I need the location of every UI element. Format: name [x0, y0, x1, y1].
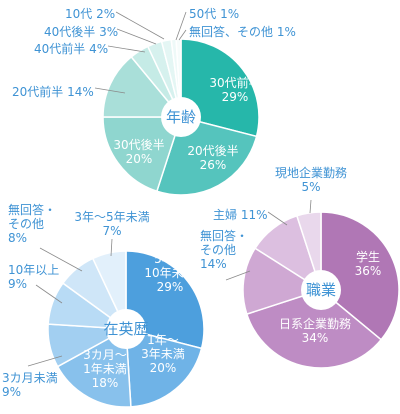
pie-slice-日系企業勤務	[245, 289, 383, 369]
data-label-5年-10年未満: 10年未満	[144, 266, 195, 280]
leader-line-無回答-その他	[39, 247, 83, 272]
leader-line-40代前半	[107, 45, 146, 53]
pie-center-hole	[161, 97, 201, 137]
data-label-3カ月未満: 9%	[2, 385, 21, 399]
pie-slice-現地企業勤務	[295, 211, 322, 291]
leader-line-40代後半	[116, 28, 157, 45]
pie-slice-無回答-その他	[242, 247, 323, 316]
data-label-学生: 36%	[355, 264, 382, 278]
chart-title: 職業	[306, 281, 336, 299]
leader-line-50代	[175, 11, 187, 41]
leader-line-20代前半	[94, 87, 126, 94]
data-label-3カ月-1年未満: 1年未満	[83, 362, 127, 376]
pie-slice-30代後半	[102, 116, 183, 193]
data-label-無回答-その他: その他	[8, 217, 44, 231]
data-label-20代前半: 20代前半 14%	[12, 84, 94, 99]
leader-line-10年以上	[35, 284, 63, 304]
leader-line-無回答-その他	[178, 29, 187, 41]
data-label-40代前半: 40代前半 4%	[34, 41, 108, 56]
data-label-3カ月-1年未満: 3カ月～	[83, 348, 127, 362]
data-label-3カ月-1年未満: 18%	[92, 376, 119, 390]
leader-line-無回答-その他	[225, 270, 251, 281]
pie-slice-30代前半	[180, 38, 260, 138]
data-label-30代後半: 20%	[126, 152, 153, 166]
leader-line-3カ月未満	[27, 355, 63, 367]
data-label-学生: 学生	[356, 249, 380, 264]
leader-line-10代	[115, 11, 165, 40]
data-label-日系企業勤務: 日系企業勤務	[279, 316, 351, 331]
chart-title: 年齢	[166, 108, 196, 126]
pie-center-hole	[106, 309, 146, 349]
data-label-無回答-その他: 14%	[200, 257, 227, 271]
data-label-主婦: 主婦 11%	[213, 207, 268, 222]
data-label-40代後半: 40代後半 3%	[44, 25, 118, 39]
data-label-10代: 10代 2%	[65, 7, 115, 21]
data-label-10年以上: 9%	[8, 277, 27, 291]
data-label-30代後半: 30代後半	[113, 138, 164, 152]
leader-line-主婦	[267, 211, 288, 226]
data-label-3年-5年未満: 3年～5年未満	[74, 210, 149, 224]
data-label-現地企業勤務: 5%	[301, 180, 320, 194]
pie-slice-学生	[320, 211, 400, 341]
data-label-無回答-その他: 無回答、その他 1%	[189, 24, 296, 39]
data-label-20代後半: 20代後半	[187, 144, 238, 158]
leader-line-現地企業勤務	[309, 199, 312, 214]
data-label-3年-5年未満: 7%	[102, 224, 121, 238]
leader-line-3年-5年未満	[110, 238, 113, 257]
data-label-30代前半: 30代前半	[209, 75, 260, 90]
data-label-無回答-その他: 無回答・	[200, 228, 248, 243]
data-label-無回答-その他: 8%	[8, 231, 27, 245]
data-label-1年-3年未満: 1年～	[147, 333, 179, 347]
pie-slice-20代前半	[102, 55, 183, 118]
data-label-10年以上: 10年以上	[8, 263, 59, 277]
pie-slice-3年-5年未満	[91, 250, 127, 330]
pie-slice-1年-3年未満	[125, 328, 203, 408]
data-label-5年-10年未満: 5年～	[154, 252, 186, 266]
data-label-20代後半: 26%	[200, 158, 227, 172]
data-label-5年-10年未満: 29%	[157, 280, 184, 294]
data-label-1年-3年未満: 20%	[150, 361, 177, 375]
chart-title: 在英歴	[103, 320, 148, 338]
data-label-現地企業勤務: 現地企業勤務	[275, 165, 347, 180]
data-label-3カ月未満: 3カ月未満	[2, 371, 58, 385]
data-label-1年-3年未満: 3年未満	[141, 347, 185, 361]
pie-center-hole	[301, 270, 341, 310]
pie-slice-3カ月-1年未満	[56, 327, 132, 408]
data-label-50代: 50代 1%	[189, 7, 239, 21]
data-label-日系企業勤務: 34%	[302, 331, 329, 345]
data-label-無回答-その他: その他	[200, 243, 236, 257]
pie-slice-5年-10年未満	[125, 250, 205, 350]
data-label-30代前半: 29%	[222, 90, 249, 104]
data-label-無回答-その他: 無回答・	[8, 202, 56, 217]
